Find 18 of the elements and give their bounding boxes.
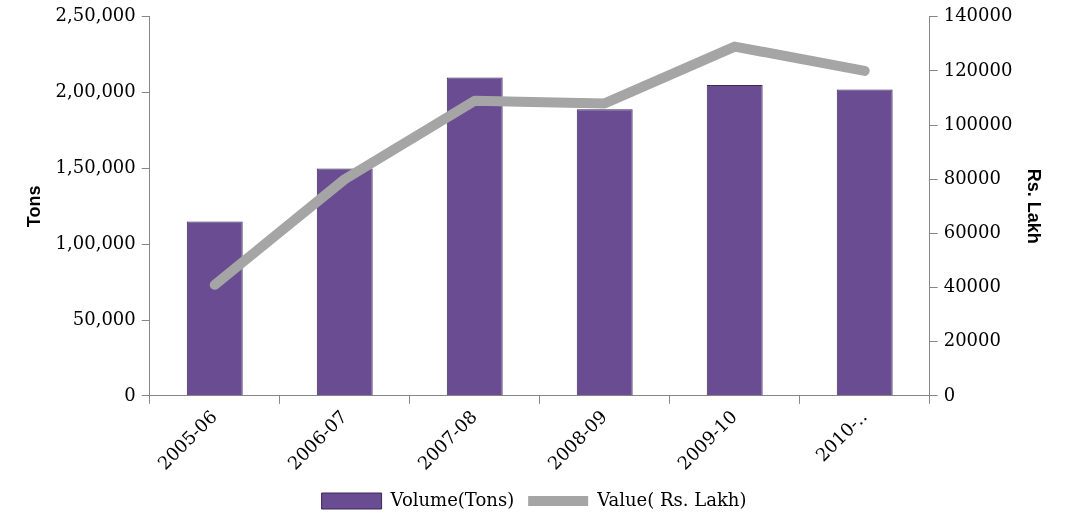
y2-tick-label: 120000 [943, 58, 1013, 80]
y2-axis-title: Rs. Lakh [1024, 168, 1045, 244]
y2-tick-label: 40000 [943, 275, 1001, 297]
legend-label: Value( Rs. Lakh) [596, 488, 747, 510]
y2-tick-label: 60000 [943, 221, 1001, 243]
y-tick-label: 1,00,000 [55, 231, 136, 253]
y2-tick-label: 20000 [943, 329, 1001, 351]
y-tick-label: 50,000 [72, 307, 136, 329]
y2-tick-label: 140000 [943, 4, 1013, 26]
y-axis-title: Tons [23, 185, 44, 228]
y-tick-label: 0 [124, 383, 136, 405]
y-tick-label: 2,00,000 [55, 80, 136, 102]
y-tick-label: 2,50,000 [55, 4, 136, 26]
y-tick-label: 1,50,000 [55, 156, 136, 178]
y2-tick-label: 80000 [943, 166, 1001, 188]
legend-label: Volume(Tons) [389, 488, 515, 510]
y2-tick-label: 100000 [943, 112, 1013, 134]
y2-tick-label: 0 [943, 383, 956, 405]
